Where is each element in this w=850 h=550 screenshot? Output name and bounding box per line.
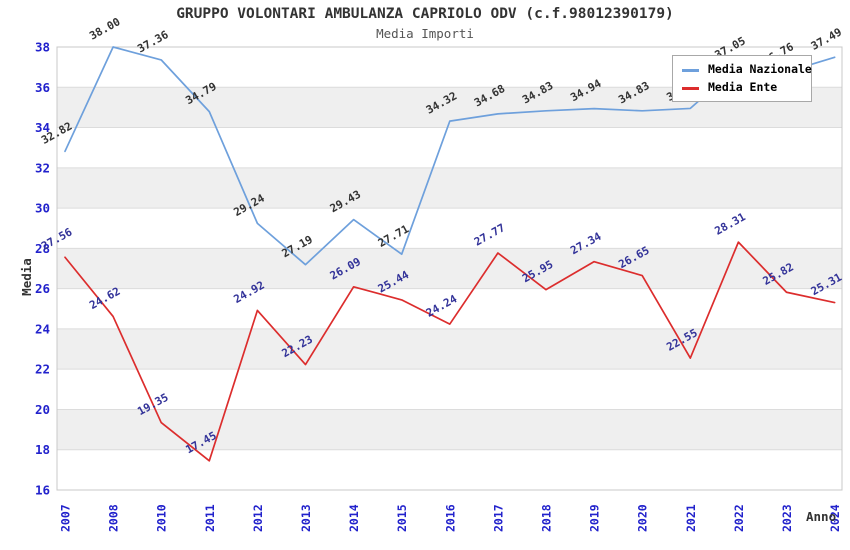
x-tick-label: 2018 [540,504,554,532]
x-tick-label: 2021 [684,504,698,532]
y-tick-label: 26 [35,281,50,296]
data-point-label: 24.24 [424,292,460,320]
legend-line-sample [682,86,699,90]
data-point-label: 37.36 [135,28,171,56]
y-tick-label: 38 [35,40,50,55]
data-point-label: 37.49 [809,25,844,52]
legend-line-sample [682,68,699,72]
y-tick-label: 16 [35,483,50,498]
x-tick-label: 2022 [732,504,746,532]
x-tick-label: 2020 [636,504,650,532]
grid-band [57,248,842,289]
x-tick-label: 2017 [491,504,505,532]
data-point-label: 38.00 [87,15,122,42]
legend-item-media-nazionale: Media Nazionale [682,64,812,76]
x-tick-label: 2013 [299,504,313,532]
x-tick-label: 2019 [588,504,602,532]
y-tick-label: 18 [35,442,50,457]
plot-border [56,46,843,491]
x-axis-title: Anno [806,509,836,524]
x-tick-label: 2011 [203,504,217,532]
legend-item-label: Media Ente [708,80,778,95]
grid-band [57,167,842,209]
y-tick-label: 34 [35,120,50,135]
x-tick-label: 2014 [347,504,361,532]
chart-title: GRUPPO VOLONTARI AMBULANZA CAPRIOLO ODV … [176,6,674,22]
series-line-media-ente [64,241,836,462]
grid-band [57,409,842,450]
legend-item-label: Media Nazionale [708,62,812,77]
grid-band [57,328,842,370]
data-point-label: 28.31 [713,210,749,238]
y-axis-title: Media [19,258,34,296]
y-tick-label: 24 [35,321,50,336]
legend: Media Nazionale Media Ente [672,55,812,102]
x-tick-label: 2016 [443,504,457,532]
x-tick-label: 2023 [780,504,794,532]
y-tick-label: 28 [35,241,50,256]
y-tick-label: 20 [35,402,50,417]
x-tick-label: 2024 [828,504,842,532]
data-point-label: 27.71 [376,222,412,250]
y-tick-label: 36 [35,80,50,95]
data-point-label: 27.77 [472,221,507,248]
x-tick-label: 2008 [107,504,121,532]
x-tick-label: 2007 [59,504,73,532]
x-tick-label: 2012 [251,504,265,532]
y-tick-label: 30 [35,201,50,216]
y-tick-label: 32 [35,160,50,175]
y-tick-label: 22 [35,362,50,377]
x-tick-label: 2010 [155,504,169,532]
legend-item-media-ente: Media Ente [682,82,805,94]
chart-subtitle: Media Importi [376,26,474,41]
x-tick-label: 2015 [395,504,409,532]
